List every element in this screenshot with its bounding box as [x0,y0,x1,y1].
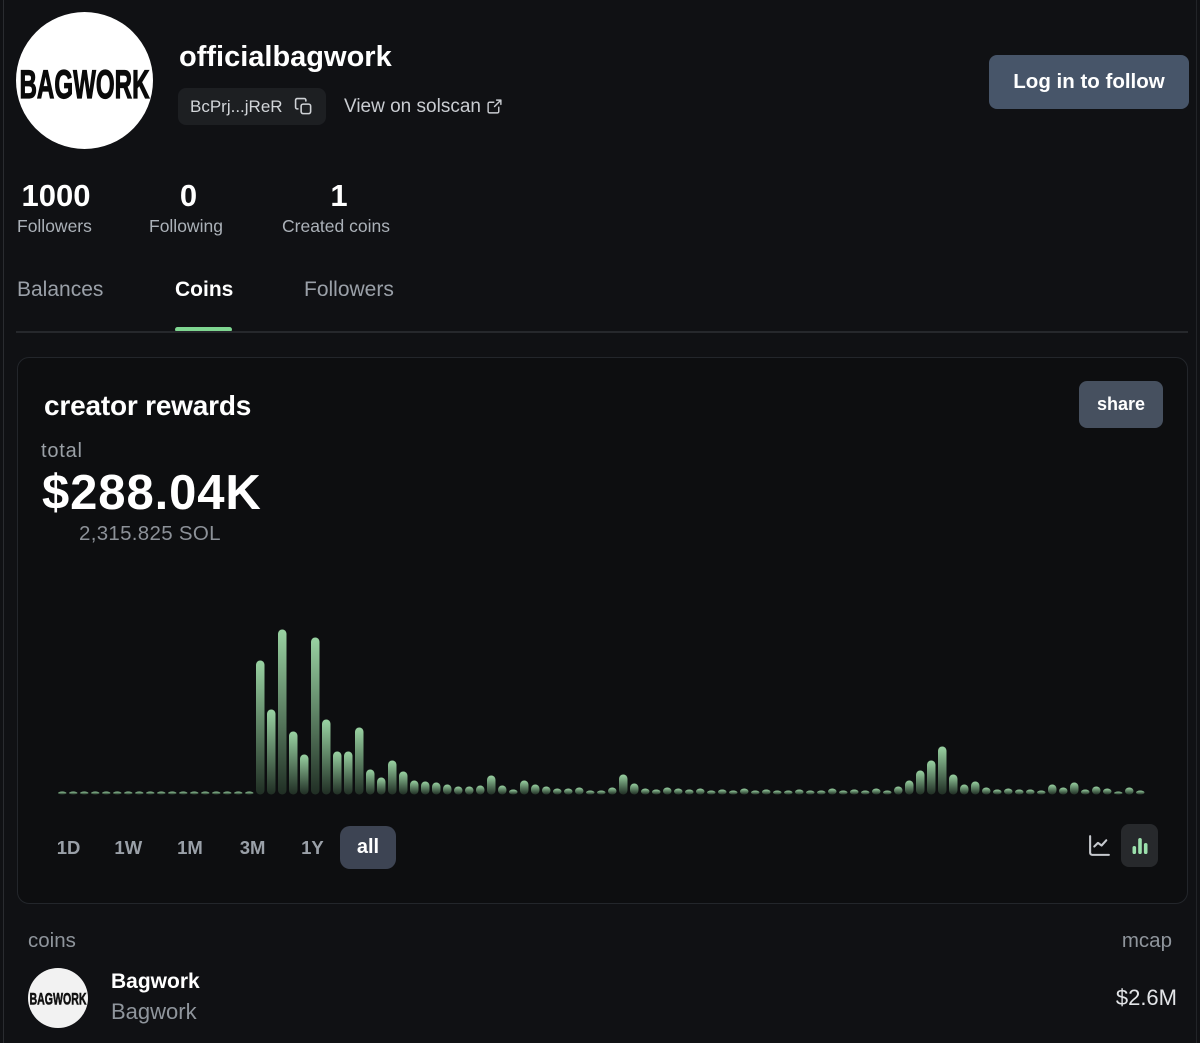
svg-text:BAGWORK: BAGWORK [20,63,150,107]
svg-text:BAGWORK: BAGWORK [30,990,87,1009]
